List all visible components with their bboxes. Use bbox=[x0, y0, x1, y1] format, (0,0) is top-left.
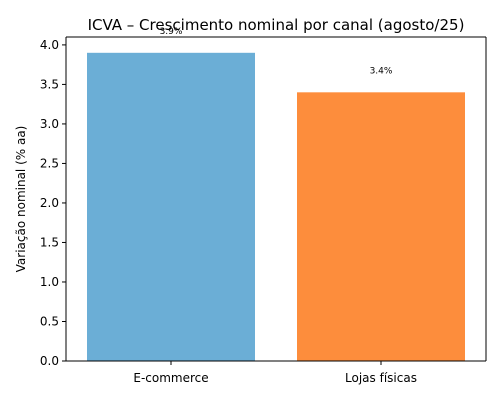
x-tick-label: E-commerce bbox=[133, 371, 208, 385]
y-tick-label: 0.5 bbox=[40, 314, 59, 328]
y-axis-label: Variação nominal (% aa) bbox=[14, 126, 28, 273]
y-tick-label: 1.5 bbox=[40, 235, 59, 249]
y-tick-label: 2.0 bbox=[40, 196, 59, 210]
bar bbox=[297, 92, 465, 361]
y-tick-label: 0.0 bbox=[40, 354, 59, 368]
y-tick-label: 3.0 bbox=[40, 117, 59, 131]
y-tick-label: 3.5 bbox=[40, 77, 59, 91]
bar-value-label: 3.9% bbox=[160, 27, 183, 37]
x-tick-label: Lojas físicas bbox=[345, 371, 417, 385]
bar-value-label: 3.4% bbox=[370, 66, 393, 76]
y-tick-label: 4.0 bbox=[40, 38, 59, 52]
y-tick-label: 1.0 bbox=[40, 275, 59, 289]
axes: 0.0 0.5 1.0 1.5 2.0 2.5 3.0 3.5 4.0 E-commerce Loj… bbox=[40, 36, 487, 385]
chart-title: ICVA – Crescimento nominal por canal (ag… bbox=[88, 16, 465, 34]
y-tick-label: 2.5 bbox=[40, 156, 59, 170]
bar bbox=[87, 52, 255, 362]
plot-area: 3.9% 3.4% bbox=[87, 27, 465, 362]
